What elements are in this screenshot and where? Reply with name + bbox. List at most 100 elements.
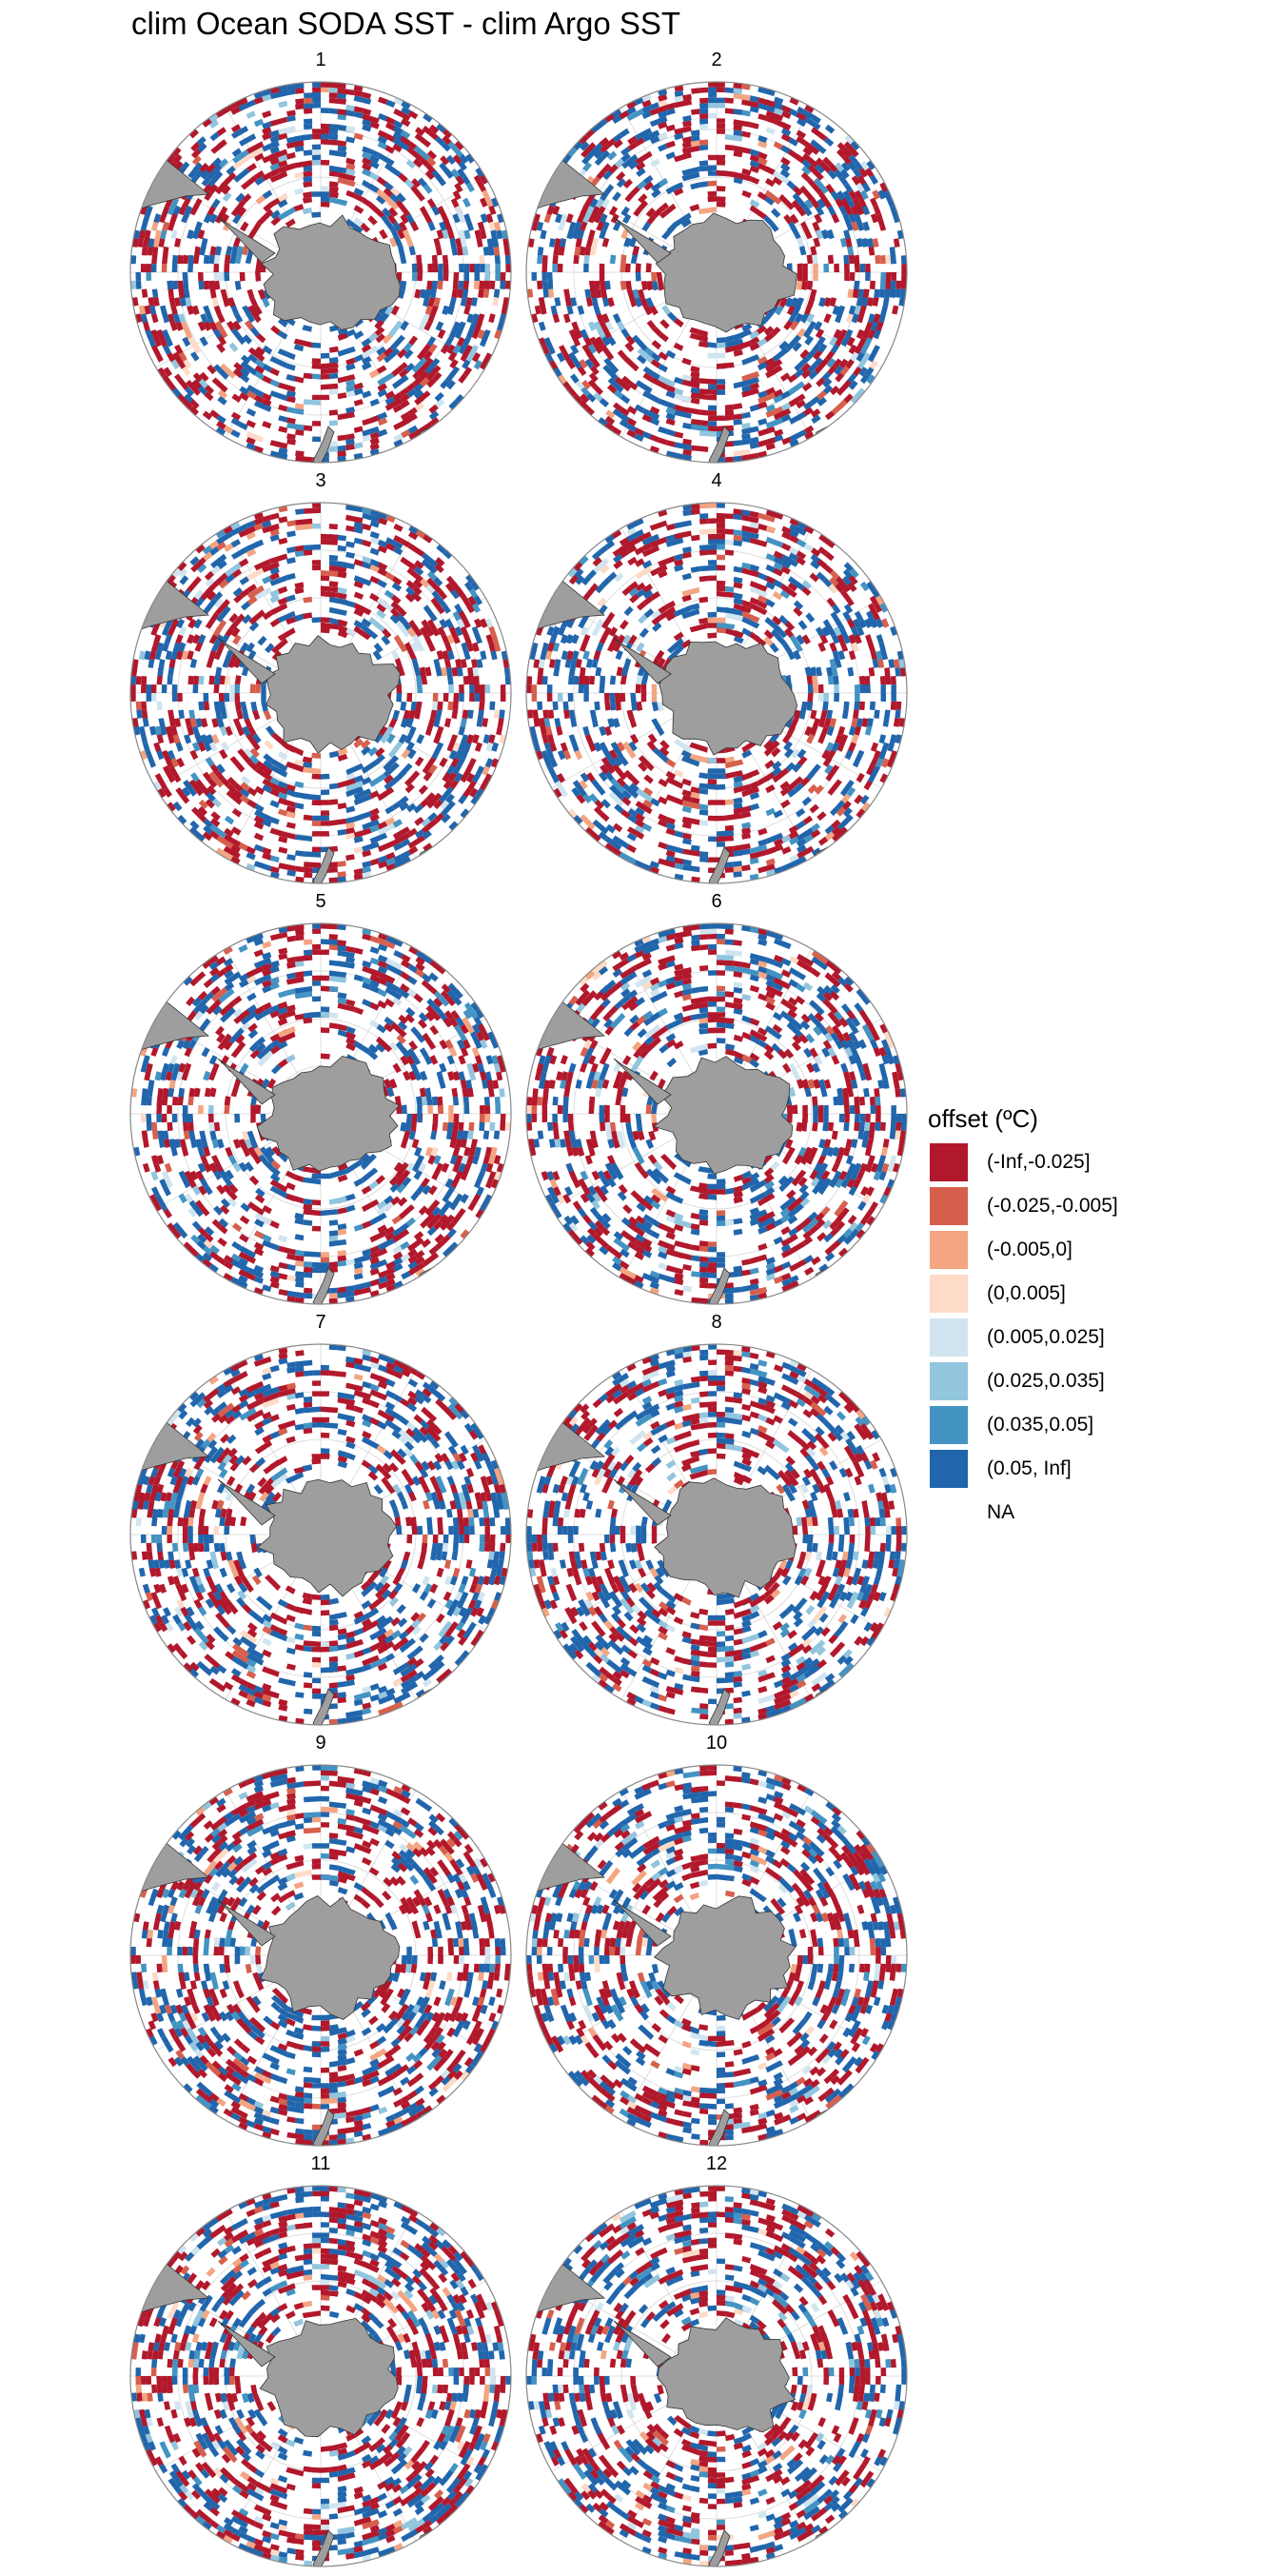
offset-cell xyxy=(717,129,725,134)
offset-cell xyxy=(312,950,329,956)
offset-cell xyxy=(337,871,346,877)
offset-cell xyxy=(891,702,896,710)
offset-cell xyxy=(880,272,886,289)
offset-cell xyxy=(321,1006,329,1012)
offset-cell xyxy=(708,416,725,421)
offset-cell xyxy=(884,289,891,298)
offset-cell xyxy=(295,935,304,941)
offset-cell xyxy=(708,518,717,524)
offset-cell xyxy=(304,867,312,873)
offset-cell xyxy=(646,263,652,272)
offset-cell xyxy=(312,923,321,929)
offset-cell xyxy=(329,129,338,134)
offset-cell xyxy=(453,1097,459,1105)
offset-cell xyxy=(850,1105,856,1114)
offset-cell xyxy=(699,145,709,150)
offset-cell xyxy=(568,676,574,684)
offset-cell xyxy=(699,1215,709,1221)
offset-cell xyxy=(717,565,725,571)
offset-cell xyxy=(707,1189,725,1195)
offset-cell xyxy=(500,281,505,289)
offset-cell xyxy=(699,409,708,415)
offset-cell xyxy=(255,684,261,693)
offset-cell xyxy=(321,617,330,623)
offset-cell xyxy=(651,1114,657,1123)
offset-cell xyxy=(141,676,147,693)
panel-label: 2 xyxy=(521,50,912,70)
offset-cell xyxy=(699,109,708,114)
offset-cell xyxy=(213,264,219,272)
offset-cell xyxy=(708,98,725,104)
offset-cell xyxy=(500,1114,505,1131)
offset-cell xyxy=(717,202,726,208)
offset-cell xyxy=(304,872,312,878)
offset-cell xyxy=(708,421,717,426)
offset-cell xyxy=(717,364,725,369)
offset-cell xyxy=(250,684,256,693)
offset-cell xyxy=(304,124,312,129)
offset-cell xyxy=(573,676,579,684)
offset-cell xyxy=(463,676,469,684)
offset-cell xyxy=(255,1104,261,1114)
offset-cell xyxy=(443,264,449,272)
offset-cell xyxy=(834,693,839,702)
offset-cell xyxy=(717,337,726,343)
offset-cell xyxy=(708,353,718,359)
offset-cell xyxy=(625,264,631,272)
offset-cell xyxy=(304,134,312,140)
offset-cell xyxy=(447,702,453,711)
offset-cell xyxy=(141,1114,147,1122)
offset-cell xyxy=(167,676,173,684)
offset-cell xyxy=(505,264,511,272)
offset-cell xyxy=(219,272,225,281)
offset-cell xyxy=(479,255,484,264)
offset-cell xyxy=(475,684,481,693)
offset-cell xyxy=(295,1271,305,1278)
offset-cell xyxy=(699,549,708,555)
offset-cell xyxy=(792,1104,797,1114)
offset-cell xyxy=(725,799,735,805)
offset-cell xyxy=(204,693,209,702)
offset-cell xyxy=(162,684,167,693)
offset-cell xyxy=(172,264,178,272)
offset-cell xyxy=(636,272,641,282)
offset-cell xyxy=(495,1105,501,1114)
offset-cell xyxy=(304,950,312,956)
offset-cell xyxy=(167,1122,173,1131)
offset-cell xyxy=(329,420,338,426)
offset-cell xyxy=(312,155,321,161)
offset-cell xyxy=(708,837,717,842)
africa xyxy=(454,495,516,543)
offset-cell xyxy=(304,103,321,109)
offset-cell xyxy=(891,272,896,281)
offset-cell xyxy=(691,508,700,514)
offset-cell xyxy=(311,212,321,218)
offset-cell xyxy=(850,272,856,281)
offset-cell xyxy=(321,134,329,140)
offset-cell xyxy=(839,1114,845,1122)
offset-cell xyxy=(167,1105,172,1114)
offset-cell xyxy=(151,684,157,693)
offset-cell xyxy=(261,684,266,703)
offset-cell xyxy=(489,281,495,289)
offset-cell xyxy=(708,165,717,170)
offset-cell xyxy=(234,1114,240,1123)
offset-cell xyxy=(494,1131,501,1139)
offset-cell xyxy=(895,288,900,298)
offset-cell xyxy=(321,1012,329,1018)
offset-cell xyxy=(699,1240,709,1246)
offset-cell xyxy=(255,272,261,282)
offset-cell xyxy=(147,684,152,702)
offset-cell xyxy=(717,124,725,129)
offset-cell xyxy=(495,1097,501,1105)
offset-cell xyxy=(321,88,329,93)
offset-cell xyxy=(600,1105,605,1114)
offset-cell xyxy=(321,374,329,380)
offset-cell xyxy=(295,104,305,110)
offset-cell xyxy=(172,693,178,702)
offset-cell xyxy=(699,851,708,857)
offset-cell xyxy=(874,289,880,299)
offset-cell xyxy=(553,255,559,264)
offset-cell xyxy=(717,524,725,529)
offset-cell xyxy=(484,281,490,289)
